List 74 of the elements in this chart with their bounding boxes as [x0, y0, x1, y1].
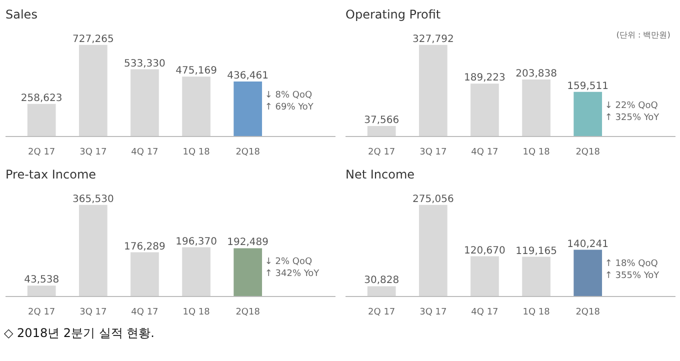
bar: [78, 204, 108, 296]
text: (단위 : 백만원): [616, 30, 670, 40]
bar: [27, 286, 56, 296]
bar: [130, 69, 159, 136]
x-tick-label: 2Q18: [576, 308, 600, 318]
bar: [470, 256, 499, 296]
x-tick-label: 1Q 18: [522, 148, 550, 158]
data-label: 365,530: [72, 194, 114, 205]
bar: [470, 84, 499, 136]
x-tick-label: 4Q 17: [131, 148, 158, 158]
x-tick-label: 2Q 17: [368, 308, 396, 318]
bar: [234, 81, 262, 136]
data-label: 30,828: [364, 275, 400, 286]
x-tick-label: 1Q 18: [182, 308, 210, 318]
annotation: ↓ 8% QoQ: [264, 90, 312, 100]
bar: [574, 92, 602, 136]
bar: [182, 247, 210, 296]
x-tick-label: 2Q 17: [28, 148, 56, 158]
x-tick-label: 4Q 17: [131, 308, 158, 318]
bar: [27, 104, 56, 136]
x-tick-label: 2Q18: [236, 148, 260, 158]
bar: [522, 79, 550, 136]
bar: [418, 204, 448, 296]
annotation: ↓ 22% QoQ: [604, 100, 658, 111]
data-label: 119,165: [516, 246, 557, 257]
bar: [234, 248, 262, 296]
data-label: 140,241: [567, 238, 609, 250]
x-tick-label: 3Q 17: [80, 308, 107, 318]
data-label: 727,265: [72, 34, 114, 45]
data-label: 192,489: [227, 237, 269, 248]
annotation: ↑ 342% YoY: [264, 269, 320, 280]
x-tick-label: 3Q 17: [420, 148, 447, 158]
x-tick-label: 2Q18: [236, 308, 260, 318]
data-label: 327,792: [412, 34, 454, 45]
data-label: 196,370: [176, 236, 217, 248]
x-tick-label: 2Q18: [576, 148, 600, 158]
data-label: 120,670: [464, 245, 506, 256]
data-label: 203,838: [516, 68, 557, 80]
chart-title: Pre-tax Income: [6, 168, 96, 182]
data-label: 37,566: [364, 114, 400, 126]
bar: [130, 252, 159, 296]
text: ◇ 2018년 2분기 실적 현황.: [4, 325, 154, 342]
annotation: ↑ 325% YoY: [604, 112, 660, 123]
data-label: 176,289: [124, 241, 166, 252]
data-label: 275,056: [412, 194, 454, 205]
bar: [367, 286, 396, 296]
annotation: ↓ 2% QoQ: [264, 257, 312, 268]
x-tick-label: 1Q 18: [182, 148, 210, 158]
data-label: 475,169: [176, 66, 217, 77]
x-tick-label: 4Q 17: [471, 148, 498, 158]
bar: [418, 44, 448, 136]
data-label: 159,511: [567, 80, 609, 92]
chart-title: Operating Profit: [346, 8, 441, 22]
data-label: 436,461: [227, 70, 269, 82]
data-label: 258,623: [20, 92, 62, 104]
x-tick-label: 4Q 17: [471, 308, 498, 318]
data-label: 533,330: [124, 58, 166, 70]
annotation: ↑ 69% YoY: [264, 102, 314, 112]
bar: [182, 76, 210, 136]
data-label: 43,538: [24, 274, 60, 286]
x-tick-label: 2Q 17: [368, 148, 396, 158]
chart-title: Sales: [6, 8, 38, 22]
x-tick-label: 2Q 17: [28, 308, 56, 318]
x-tick-label: 3Q 17: [420, 308, 447, 318]
annotation: ↑ 18% QoQ: [604, 258, 658, 269]
chart-title: Net Income: [346, 168, 415, 182]
bar: [574, 250, 602, 296]
x-tick-label: 3Q 17: [80, 148, 107, 158]
x-tick-label: 1Q 18: [522, 308, 550, 318]
data-label: 189,223: [464, 72, 506, 84]
annotation: ↑ 355% YoY: [604, 270, 660, 281]
bar: [367, 126, 396, 136]
bar: [522, 256, 550, 296]
bar: [78, 44, 108, 136]
